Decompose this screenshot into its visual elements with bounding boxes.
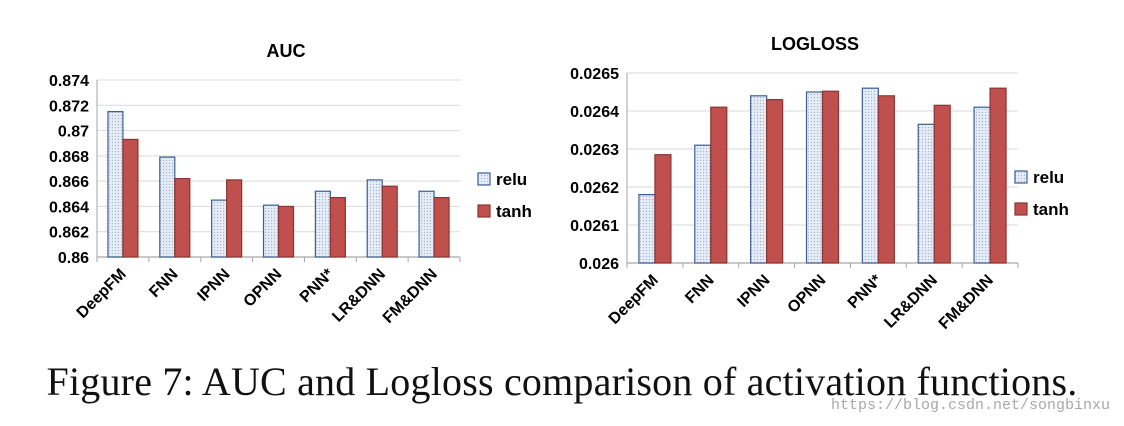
chart-title: LOGLOSS	[771, 34, 859, 54]
bar-tanh-opnn	[821, 90, 840, 264]
x-tick-label: FNN	[682, 272, 717, 307]
x-tick-label: DeepFM	[74, 266, 130, 322]
bar-tanh-opnn	[277, 205, 295, 258]
bar-relu-fnn	[694, 144, 712, 264]
y-tick-label: 0.868	[49, 149, 89, 166]
legend-label-tanh: tanh	[496, 202, 532, 221]
y-tick-label: 0.0264	[570, 104, 619, 121]
x-tick-label: IPNN	[194, 266, 233, 305]
bar-tanh-pnn	[329, 196, 346, 258]
legend-swatch-relu	[477, 172, 491, 186]
bar-relu-pnn	[314, 190, 331, 258]
bar-relu-lrdnn	[917, 123, 935, 264]
legend-label-tanh: tanh	[1033, 200, 1069, 219]
y-tick-label: 0.026	[579, 256, 619, 273]
y-tick-label: 0.0261	[570, 218, 619, 235]
y-tick-label: 0.874	[49, 73, 89, 90]
bar-tanh-pnn	[877, 95, 895, 264]
auc-chart: AUC 0.86 0.862 0.864 0.866 0.868 0.87 0.872 0.87…	[49, 41, 532, 327]
bar-tanh-deepfm	[654, 154, 672, 264]
x-tick-label: LR&DNN	[881, 272, 941, 332]
bar-relu-pnn	[861, 87, 879, 264]
y-tick-label: 0.0265	[570, 66, 619, 83]
y-tick-label: 0.0263	[570, 142, 619, 159]
bar-relu-fmdnn	[418, 190, 435, 258]
x-tick-label: OPNN	[785, 272, 830, 317]
legend-label-relu: relu	[1033, 168, 1064, 187]
bar-tanh-fmdnn	[989, 87, 1007, 264]
bar-tanh-fnn	[710, 106, 728, 264]
x-tick-label: LR&DNN	[329, 266, 389, 326]
x-tick-label: IPNN	[734, 272, 773, 311]
charts-figure: AUC 0.86 0.862 0.864 0.866 0.868 0.87 0.872 0.87…	[49, 34, 1069, 333]
bar-relu-deepfm	[107, 111, 124, 258]
legend-swatch-tanh	[477, 204, 491, 218]
bar-tanh-deepfm	[122, 138, 139, 258]
bar-tanh-fmdnn	[433, 196, 450, 258]
legend-swatch-tanh	[1014, 202, 1028, 216]
y-tick-label: 0.87	[58, 124, 89, 141]
x-tick-label: OPNN	[241, 266, 286, 311]
x-tick-label: FNN	[146, 266, 181, 301]
bar-tanh-fnn	[174, 178, 191, 258]
bar-relu-opnn	[805, 91, 824, 264]
figure-caption: Figure 7: AUC and Logloss comparison of …	[46, 359, 1078, 404]
chart-title: AUC	[267, 41, 306, 61]
y-tick-label: 0.0262	[570, 180, 619, 197]
x-tick-label: FM&DNN	[936, 272, 997, 333]
x-tick-label: FM&DNN	[380, 266, 441, 327]
bar-relu-lrdnn	[366, 179, 383, 258]
y-tick-label: 0.872	[49, 98, 89, 115]
bar-tanh-lrdnn	[381, 185, 398, 258]
y-tick-label: 0.86	[58, 250, 89, 267]
watermark-url: https://blog.csdn.net/songbinxu	[830, 397, 1110, 414]
y-tick-label: 0.866	[49, 174, 89, 191]
bar-relu-fnn	[159, 156, 176, 258]
legend-swatch-relu	[1014, 170, 1028, 184]
x-tick-label: PNN*	[845, 271, 886, 312]
bar-relu-fmdnn	[973, 106, 991, 264]
y-tick-label: 0.864	[49, 199, 89, 216]
bar-relu-deepfm	[638, 194, 656, 264]
bar-relu-opnn	[262, 204, 280, 258]
legend-label-relu: relu	[496, 170, 527, 189]
x-tick-label: DeepFM	[606, 272, 662, 328]
y-tick-label: 0.862	[49, 225, 89, 242]
bar-relu-ipnn	[211, 199, 228, 258]
bar-relu-ipnn	[750, 95, 768, 264]
bar-tanh-ipnn	[766, 98, 784, 264]
bar-tanh-lrdnn	[933, 104, 951, 264]
logloss-chart: LOGLOSS 0.026 0.0261 0.0262 0.0263 0.0264 0.02…	[570, 34, 1069, 333]
x-tick-label: PNN*	[297, 265, 338, 306]
bar-tanh-ipnn	[226, 179, 243, 258]
